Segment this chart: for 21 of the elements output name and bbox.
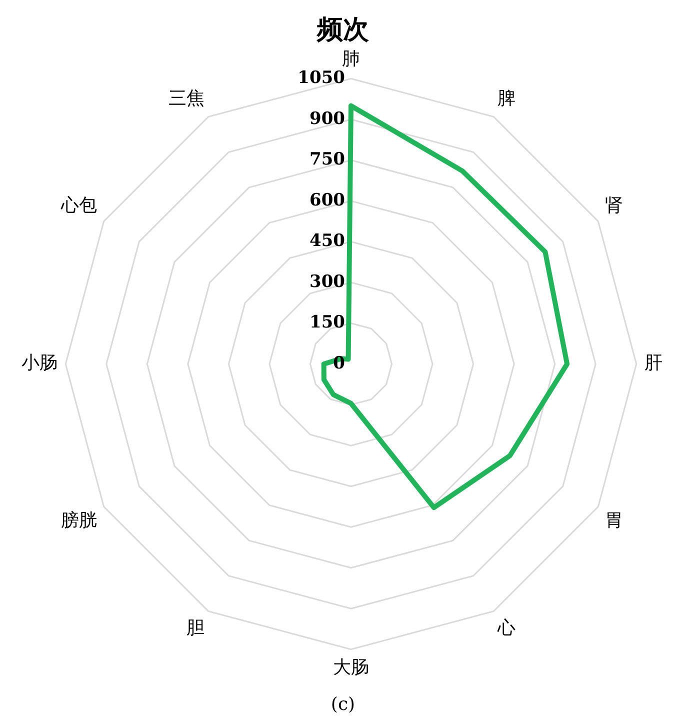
spoke-label: 胆	[186, 618, 204, 639]
y-tick-label: 300	[310, 272, 346, 292]
spoke-label: 小肠	[22, 352, 58, 374]
spoke-label: 三焦	[168, 88, 204, 109]
spoke-label: 胃	[605, 510, 624, 532]
y-tick-label: 150	[310, 312, 346, 333]
text: (c)	[330, 694, 356, 715]
y-tick-label: 600	[310, 190, 346, 210]
spoke-label: 心	[496, 618, 516, 639]
spoke-label: 肝	[644, 352, 662, 374]
spoke-label: 肺	[342, 48, 360, 70]
y-tick-label: 900	[310, 108, 346, 129]
spoke-label: 心包	[60, 195, 97, 216]
y-tick-label: 750	[310, 150, 346, 170]
chart-title: 频次	[316, 14, 370, 47]
y-tick-label: 1050	[298, 68, 346, 88]
spoke-label: 脾	[498, 88, 516, 109]
spoke-label: 大肠	[333, 656, 369, 678]
spoke-label: 膀胱	[60, 510, 97, 532]
spoke-label: 肾	[605, 195, 624, 216]
y-tick-label: 450	[310, 231, 346, 252]
